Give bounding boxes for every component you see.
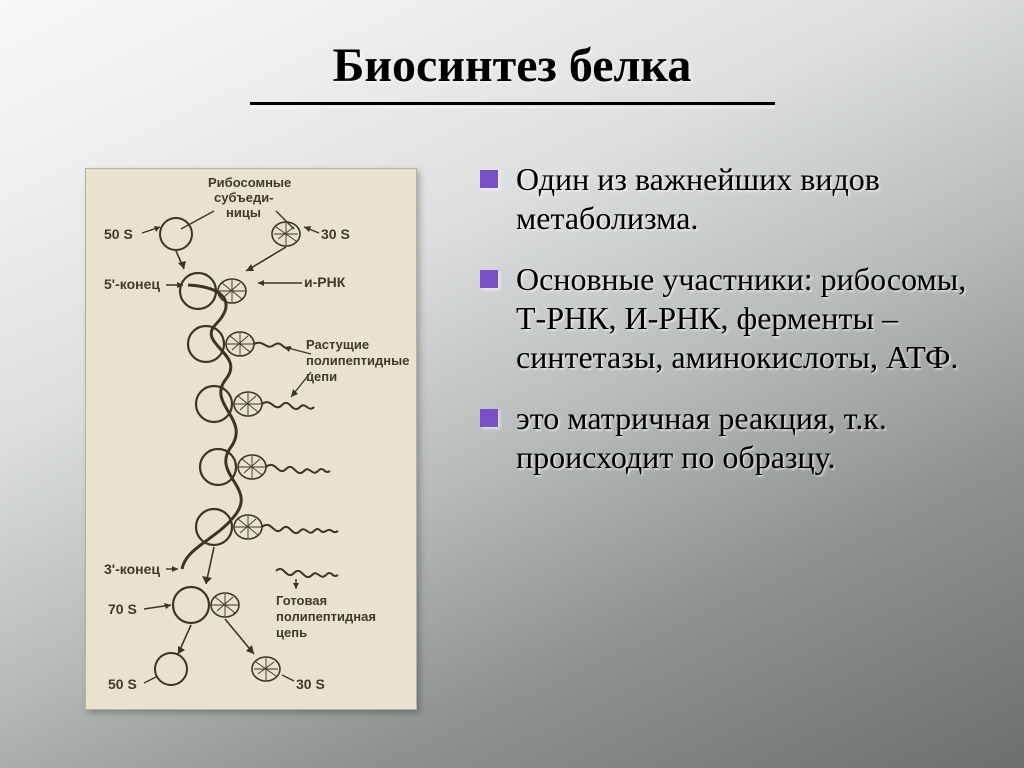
- bullet-square-icon: [480, 170, 498, 188]
- label-5-end: 5'-конец: [104, 276, 160, 292]
- ribosome-4: [200, 449, 330, 485]
- label-ready-2: полипептидная: [276, 609, 376, 624]
- bullet-square-icon: [480, 409, 498, 427]
- label-growing-1: Растущие: [306, 337, 369, 352]
- label-30s-top: 30 S: [321, 226, 350, 242]
- bullet-list: Один из важнейших видов метаболизма. Осн…: [480, 160, 990, 499]
- bullet-text: это матричная реакция, т.к. происходит п…: [516, 399, 990, 477]
- title-underline: [250, 102, 775, 105]
- label-50s-top: 50 S: [104, 226, 133, 242]
- subunit-30s-bottom: [252, 657, 280, 681]
- slide: Биосинтез белка Рибосомные субъеди- ницы…: [0, 0, 1024, 768]
- label-growing-2: полипептидные: [306, 353, 409, 368]
- ribosome-2: [188, 326, 291, 362]
- label-3-end: 3'-конец: [104, 561, 160, 577]
- ribosome-released: [173, 587, 239, 623]
- bullet-text: Основные участники: рибосомы, Т-РНК, И-Р…: [516, 260, 990, 377]
- label-50s-bottom: 50 S: [108, 676, 137, 692]
- label-subunits-2: субъеди-: [214, 190, 274, 205]
- bullet-item: Основные участники: рибосомы, Т-РНК, И-Р…: [480, 260, 990, 377]
- label-subunits-3: ницы: [226, 205, 261, 220]
- bullet-text: Один из важнейших видов метаболизма.: [516, 160, 990, 238]
- finished-chain: [276, 569, 338, 589]
- label-ready-1: Готовая: [276, 593, 327, 608]
- label-subunits-1: Рибосомные: [208, 175, 291, 190]
- label-30s-bottom: 30 S: [296, 676, 325, 692]
- label-mrna: и-РНК: [304, 274, 346, 290]
- bullet-item: Один из важнейших видов метаболизма.: [480, 160, 990, 238]
- ribosome-diagram: Рибосомные субъеди- ницы 50 S 30 S 5: [86, 169, 416, 709]
- label-ready-3: цепь: [276, 625, 307, 640]
- label-growing-3: цепи: [306, 369, 337, 384]
- bullet-item: это матричная реакция, т.к. происходит п…: [480, 399, 990, 477]
- diagram-figure: Рибосомные субъеди- ницы 50 S 30 S 5: [85, 168, 417, 710]
- label-70s: 70 S: [108, 601, 137, 617]
- bullet-square-icon: [480, 270, 498, 288]
- subunit-30s-top: [272, 222, 300, 246]
- ribosome-5: [196, 509, 338, 545]
- slide-title: Биосинтез белка: [0, 38, 1024, 93]
